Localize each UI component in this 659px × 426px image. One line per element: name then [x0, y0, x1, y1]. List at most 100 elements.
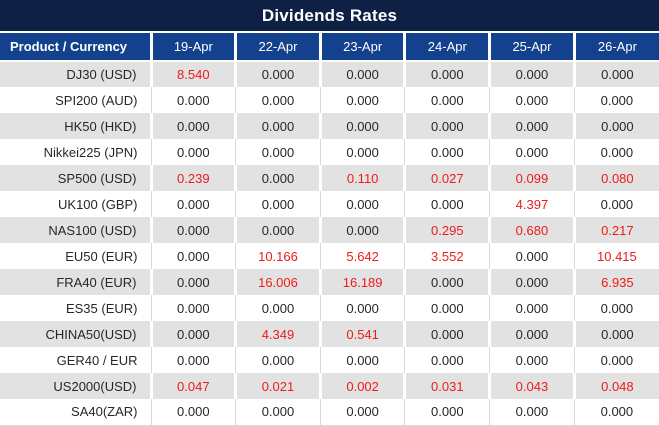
rate-cell: 0.000 [572, 321, 659, 347]
table-row: CHINA50(USD) 0.000 4.349 0.541 0.000 0.000 0.0… [0, 321, 659, 347]
table-row: SPI200 (AUD) 0.000 0.000 0.000 0.000 0.000 0.0… [0, 87, 659, 113]
table-row: FRA40 (EUR) 0.000 16.006 16.189 0.000 0.000 6.… [0, 269, 659, 295]
product-cell: NAS100 (USD) [0, 217, 151, 243]
product-cell: CHINA50(USD) [0, 321, 151, 347]
table-title-bar: Dividends Rates [0, 0, 659, 31]
date-column-header: 19-Apr [149, 31, 236, 62]
product-cell: EU50 (EUR) [0, 243, 151, 269]
rate-cell: 0.000 [488, 113, 575, 139]
rate-cell: 0.000 [403, 61, 490, 87]
rate-cell: 0.000 [318, 61, 405, 87]
rate-cell: 0.000 [489, 243, 575, 269]
rate-cell: 10.415 [573, 243, 659, 269]
rate-cell: 0.000 [149, 217, 236, 243]
rate-cell: 0.000 [235, 295, 321, 321]
table-row: SA40(ZAR) 0.000 0.000 0.000 0.000 0.000 0.000 [0, 399, 659, 426]
rate-cell: 0.000 [573, 139, 659, 165]
rate-cell: 0.000 [403, 113, 490, 139]
rate-cell: 0.000 [149, 321, 236, 347]
rate-cell: 0.099 [488, 165, 575, 191]
product-currency-header: Product / Currency [0, 31, 151, 62]
rate-cell: 0.000 [572, 61, 659, 87]
rate-cell: 0.000 [319, 139, 405, 165]
table-row: SP500 (USD) 0.239 0.000 0.110 0.027 0.099 0.08… [0, 165, 659, 191]
rate-cell: 0.000 [150, 399, 236, 426]
rate-cell: 0.021 [234, 373, 321, 399]
table-row: EU50 (EUR) 0.000 10.166 5.642 3.552 0.000 10.4… [0, 243, 659, 269]
column-header-row: Product / Currency 19-Apr 22-Apr 23-Apr 24-… [0, 31, 659, 62]
rate-cell: 0.000 [572, 113, 659, 139]
rate-cell: 0.000 [235, 139, 321, 165]
rate-cell: 0.000 [319, 295, 405, 321]
rate-cell: 0.000 [573, 295, 659, 321]
dividends-rates-table: Product / Currency 19-Apr 22-Apr 23-Apr 24-… [0, 31, 659, 426]
rate-cell: 0.000 [319, 399, 405, 426]
rate-cell: 0.000 [319, 87, 405, 113]
rate-cell: 0.047 [149, 373, 236, 399]
rate-cell: 0.000 [235, 347, 321, 373]
rate-cell: 0.000 [235, 399, 321, 426]
rate-cell: 0.000 [573, 191, 659, 217]
rate-cell: 8.540 [149, 61, 236, 87]
rate-cell: 0.000 [404, 347, 490, 373]
table-row: UK100 (GBP) 0.000 0.000 0.000 0.000 4.397 0.00… [0, 191, 659, 217]
rate-cell: 0.000 [489, 347, 575, 373]
rate-cell: 0.027 [403, 165, 490, 191]
rate-cell: 0.000 [319, 191, 405, 217]
rate-cell: 0.000 [573, 347, 659, 373]
rate-cell: 0.000 [150, 139, 236, 165]
rate-cell: 0.239 [149, 165, 236, 191]
rate-cell: 0.031 [403, 373, 490, 399]
rate-cell: 0.000 [235, 191, 321, 217]
rate-cell: 4.349 [234, 321, 321, 347]
rate-cell: 0.000 [404, 295, 490, 321]
page-title: Dividends Rates [261, 5, 398, 25]
rate-cell: 0.000 [404, 87, 490, 113]
rate-cell: 0.000 [489, 139, 575, 165]
product-cell: SP500 (USD) [0, 165, 151, 191]
rate-cell: 0.000 [404, 191, 490, 217]
rate-cell: 0.000 [149, 113, 236, 139]
rate-cell: 0.002 [318, 373, 405, 399]
rate-cell: 0.000 [489, 295, 575, 321]
rate-cell: 4.397 [489, 191, 575, 217]
product-cell: DJ30 (USD) [0, 61, 151, 87]
rate-cell: 0.000 [489, 87, 575, 113]
rate-cell: 0.048 [572, 373, 659, 399]
rate-cell: 0.000 [573, 399, 659, 426]
table-row: DJ30 (USD) 8.540 0.000 0.000 0.000 0.000 0.000 [0, 61, 659, 87]
table-row: ES35 (EUR) 0.000 0.000 0.000 0.000 0.000 0.000 [0, 295, 659, 321]
table-row: GER40 / EUR 0.000 0.000 0.000 0.000 0.000 0.00… [0, 347, 659, 373]
rate-cell: 0.000 [404, 399, 490, 426]
product-cell: UK100 (GBP) [0, 191, 151, 217]
rate-cell: 0.080 [572, 165, 659, 191]
rate-cell: 0.000 [234, 165, 321, 191]
rate-cell: 0.000 [404, 139, 490, 165]
rate-cell: 0.000 [149, 269, 236, 295]
rate-cell: 0.110 [318, 165, 405, 191]
table-row: NAS100 (USD) 0.000 0.000 0.000 0.295 0.680 0.2… [0, 217, 659, 243]
rate-cell: 0.043 [488, 373, 575, 399]
rate-cell: 3.552 [404, 243, 490, 269]
product-cell: ES35 (EUR) [0, 295, 151, 321]
date-column-header: 22-Apr [234, 31, 321, 62]
rate-cell: 0.541 [318, 321, 405, 347]
rate-cell: 0.000 [234, 113, 321, 139]
rate-cell: 16.189 [318, 269, 405, 295]
product-cell: SA40(ZAR) [0, 399, 151, 426]
date-column-header: 25-Apr [488, 31, 575, 62]
rate-cell: 0.000 [234, 217, 321, 243]
product-cell: Nikkei225 (JPN) [0, 139, 151, 165]
rate-cell: 0.000 [150, 295, 236, 321]
rate-cell: 0.000 [318, 217, 405, 243]
product-cell: SPI200 (AUD) [0, 87, 151, 113]
table-row: Nikkei225 (JPN) 0.000 0.000 0.000 0.000 0.000… [0, 139, 659, 165]
rate-cell: 0.000 [488, 269, 575, 295]
rate-cell: 0.000 [403, 269, 490, 295]
rate-cell: 0.000 [319, 347, 405, 373]
table-row: US2000(USD) 0.047 0.021 0.002 0.031 0.043 0.04… [0, 373, 659, 399]
product-cell: GER40 / EUR [0, 347, 151, 373]
rate-cell: 0.000 [150, 347, 236, 373]
rate-cell: 0.000 [488, 61, 575, 87]
rate-cell: 0.000 [488, 321, 575, 347]
